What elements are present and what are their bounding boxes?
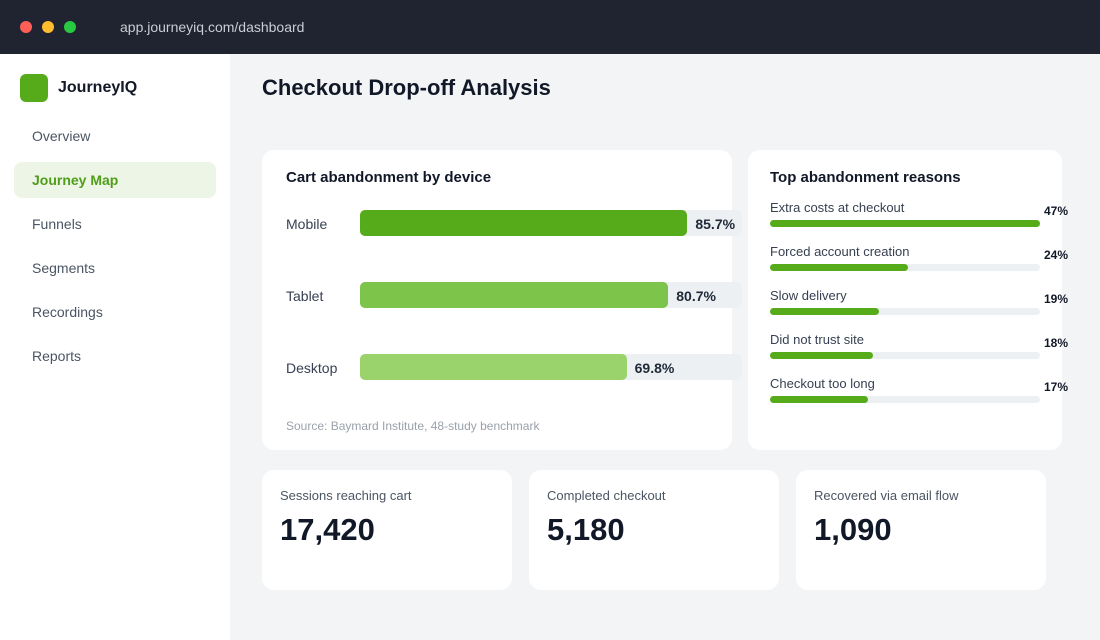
maximize-window-button[interactable]: [64, 21, 76, 33]
sidebar-item-funnels[interactable]: Funnels: [14, 206, 216, 242]
source-note: Source: Baymard Institute, 48-study benc…: [286, 419, 540, 433]
sidebar-item-overview[interactable]: Overview: [14, 118, 216, 154]
sidebar-item-label: Reports: [32, 348, 82, 364]
sidebar-item-label: Segments: [32, 260, 96, 276]
device-bar-fill: [360, 282, 669, 308]
reason-bar-fill: [770, 264, 908, 271]
stat-card-sessions-reaching-cart: Sessions reaching cart 17,420: [262, 470, 512, 590]
reason-percent: 24%: [1044, 248, 1069, 262]
sidebar: JourneyIQ Overview Journey Map Funnels S…: [0, 54, 230, 640]
sidebar-item-journey-map[interactable]: Journey Map: [14, 162, 216, 198]
minimize-window-button[interactable]: [42, 21, 54, 33]
device-bar-value: 69.8%: [634, 360, 675, 376]
device-bar-value: 80.7%: [676, 288, 716, 304]
stat-card-completed-checkout: Completed checkout 5,180: [529, 470, 779, 590]
card-title: Top abandonment reasons: [770, 169, 961, 186]
reason-label: Forced account creation: [770, 244, 910, 259]
stat-value: 1,090: [814, 512, 892, 547]
sidebar-item-label: Funnels: [32, 216, 82, 232]
stat-card-recovered-via-email: Recovered via email flow 1,090: [796, 470, 1046, 590]
sidebar-item-label: Overview: [32, 128, 91, 144]
reason-bar-track: [770, 264, 1040, 271]
device-bar-row: Mobile 85.7%: [286, 210, 742, 236]
reason-label: Checkout too long: [770, 376, 875, 391]
brand-logo-icon: [20, 74, 48, 102]
brand[interactable]: JourneyIQ: [20, 74, 137, 102]
reason-bar-track: [770, 396, 1040, 403]
reason-bar-fill: [770, 308, 880, 315]
reason-bar-track: [770, 352, 1040, 359]
sidebar-item-label: Journey Map: [32, 172, 119, 188]
device-bar-label: Tablet: [286, 288, 324, 304]
sidebar-item-label: Recordings: [32, 304, 103, 320]
reason-label: Did not trust site: [770, 332, 864, 347]
device-bar-label: Desktop: [286, 360, 338, 376]
reason-bar-fill: [770, 352, 874, 359]
stat-value: 17,420: [280, 512, 375, 547]
reason-label: Slow delivery: [770, 288, 847, 303]
reason-bar-fill: [770, 396, 868, 403]
device-bar-track: [360, 354, 742, 380]
card-title: Cart abandonment by device: [286, 169, 492, 186]
reason-percent: 18%: [1044, 336, 1069, 350]
device-bar-fill: [360, 354, 627, 380]
reason-percent: 19%: [1044, 292, 1069, 306]
stat-label: Recovered via email flow: [814, 488, 959, 503]
device-bar-label: Mobile: [286, 216, 328, 232]
device-bar-row: Desktop 69.8%: [286, 354, 742, 380]
device-bar-track: [360, 282, 742, 308]
address-bar[interactable]: app.journeyiq.com/dashboard: [120, 19, 305, 35]
sidebar-nav: Overview Journey Map Funnels Segments Re…: [14, 118, 216, 382]
reason-percent: 47%: [1044, 204, 1069, 218]
sidebar-item-segments[interactable]: Segments: [14, 250, 216, 286]
browser-titlebar: app.journeyiq.com/dashboard: [0, 0, 1100, 54]
reason-bar-fill: [770, 220, 1040, 227]
device-abandonment-card: Cart abandonment by device Mobile 85.7% …: [262, 150, 742, 450]
reason-row: Did not trust site 18%: [770, 332, 1070, 372]
abandonment-reasons-card: Top abandonment reasons Extra costs at c…: [748, 150, 1068, 450]
sidebar-item-recordings[interactable]: Recordings: [14, 294, 216, 330]
brand-name: JourneyIQ: [58, 79, 138, 96]
device-bar-value: 85.7%: [695, 216, 736, 232]
device-bar-track: [360, 210, 742, 236]
device-bar-row: Tablet 80.7%: [286, 282, 742, 308]
reason-row: Forced account creation 24%: [770, 244, 1070, 284]
stat-label: Sessions reaching cart: [280, 488, 412, 503]
page-title: Checkout Drop-off Analysis: [262, 75, 551, 100]
device-bar-fill: [360, 210, 688, 236]
close-window-button[interactable]: [20, 21, 32, 33]
reason-bar-track: [770, 220, 1040, 227]
reason-bar-track: [770, 308, 1040, 315]
stat-value: 5,180: [547, 512, 625, 547]
stat-label: Completed checkout: [547, 488, 666, 503]
sidebar-item-reports[interactable]: Reports: [14, 338, 216, 374]
reason-label: Extra costs at checkout: [770, 200, 905, 215]
reason-percent: 17%: [1044, 380, 1069, 394]
reason-row: Extra costs at checkout 47%: [770, 200, 1070, 240]
reason-row: Slow delivery 19%: [770, 288, 1070, 328]
reason-row: Checkout too long 17%: [770, 376, 1070, 416]
